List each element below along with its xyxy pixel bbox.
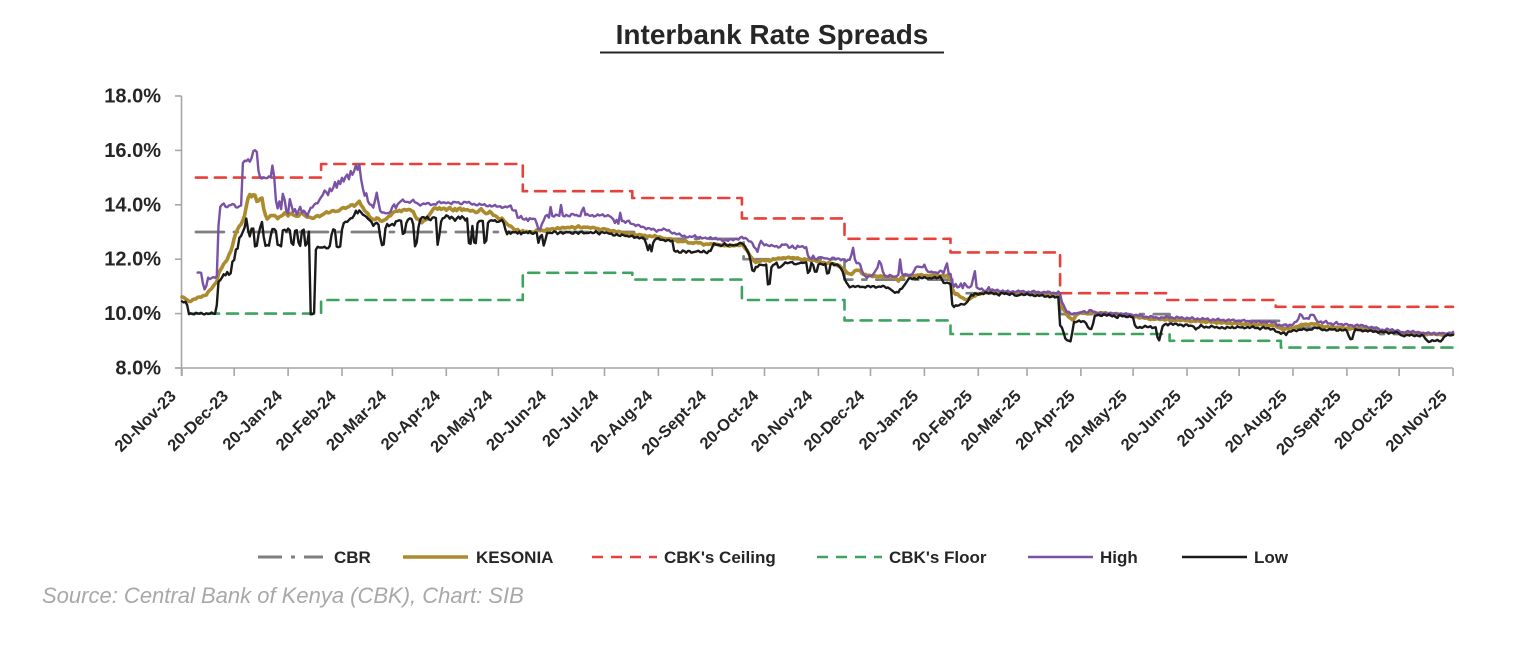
svg-text:High: High	[1100, 548, 1138, 567]
svg-text:8.0%: 8.0%	[115, 358, 161, 380]
svg-text:14.0%: 14.0%	[104, 194, 161, 216]
svg-text:KESONIA: KESONIA	[476, 548, 553, 567]
svg-text:Interbank Rate Spreads: Interbank Rate Spreads	[616, 19, 929, 50]
svg-text:CBR: CBR	[334, 548, 371, 567]
svg-text:CBK's Floor: CBK's Floor	[889, 548, 987, 567]
svg-text:CBK's Ceiling: CBK's Ceiling	[664, 548, 776, 567]
svg-text:Source: Central Bank of Kenya: Source: Central Bank of Kenya (CBK), Cha…	[42, 583, 524, 608]
svg-text:12.0%: 12.0%	[104, 249, 161, 271]
svg-text:10.0%: 10.0%	[104, 303, 161, 325]
svg-text:18.0%: 18.0%	[104, 86, 161, 108]
svg-text:Low: Low	[1254, 548, 1289, 567]
svg-text:16.0%: 16.0%	[104, 140, 161, 162]
